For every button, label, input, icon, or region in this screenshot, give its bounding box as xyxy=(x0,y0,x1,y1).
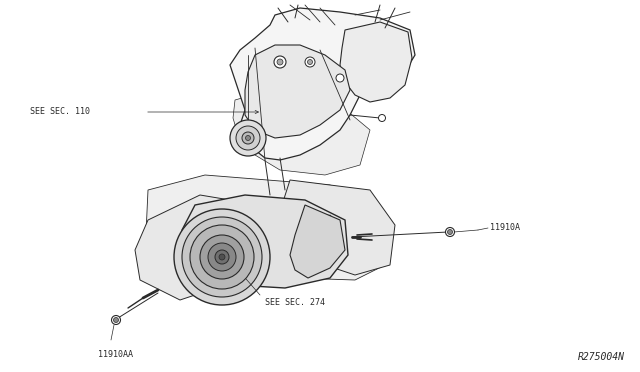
Circle shape xyxy=(200,235,244,279)
Circle shape xyxy=(219,254,225,260)
Text: SEE SEC. 110: SEE SEC. 110 xyxy=(30,108,90,116)
Circle shape xyxy=(445,228,454,237)
Text: 11910A: 11910A xyxy=(490,224,520,232)
Circle shape xyxy=(215,250,229,264)
Circle shape xyxy=(378,115,385,122)
Circle shape xyxy=(174,209,270,305)
Polygon shape xyxy=(290,205,345,278)
Circle shape xyxy=(246,135,250,141)
Polygon shape xyxy=(233,90,370,175)
Polygon shape xyxy=(145,175,390,280)
Circle shape xyxy=(242,132,254,144)
Polygon shape xyxy=(280,180,395,275)
Circle shape xyxy=(236,126,260,150)
Circle shape xyxy=(336,74,344,82)
Circle shape xyxy=(307,60,312,64)
Text: 11910AA: 11910AA xyxy=(98,350,133,359)
Polygon shape xyxy=(135,195,230,300)
Polygon shape xyxy=(230,8,415,160)
Polygon shape xyxy=(182,195,348,288)
Circle shape xyxy=(190,225,254,289)
Circle shape xyxy=(277,59,283,65)
Circle shape xyxy=(447,230,452,234)
Polygon shape xyxy=(245,45,350,138)
Text: R275004N: R275004N xyxy=(578,352,625,362)
Polygon shape xyxy=(340,22,412,102)
Circle shape xyxy=(182,217,262,297)
Circle shape xyxy=(230,120,266,156)
Circle shape xyxy=(305,57,315,67)
Circle shape xyxy=(274,56,286,68)
Circle shape xyxy=(208,243,236,271)
Circle shape xyxy=(113,317,118,323)
Circle shape xyxy=(111,315,120,324)
Text: SEE SEC. 274: SEE SEC. 274 xyxy=(265,298,325,307)
